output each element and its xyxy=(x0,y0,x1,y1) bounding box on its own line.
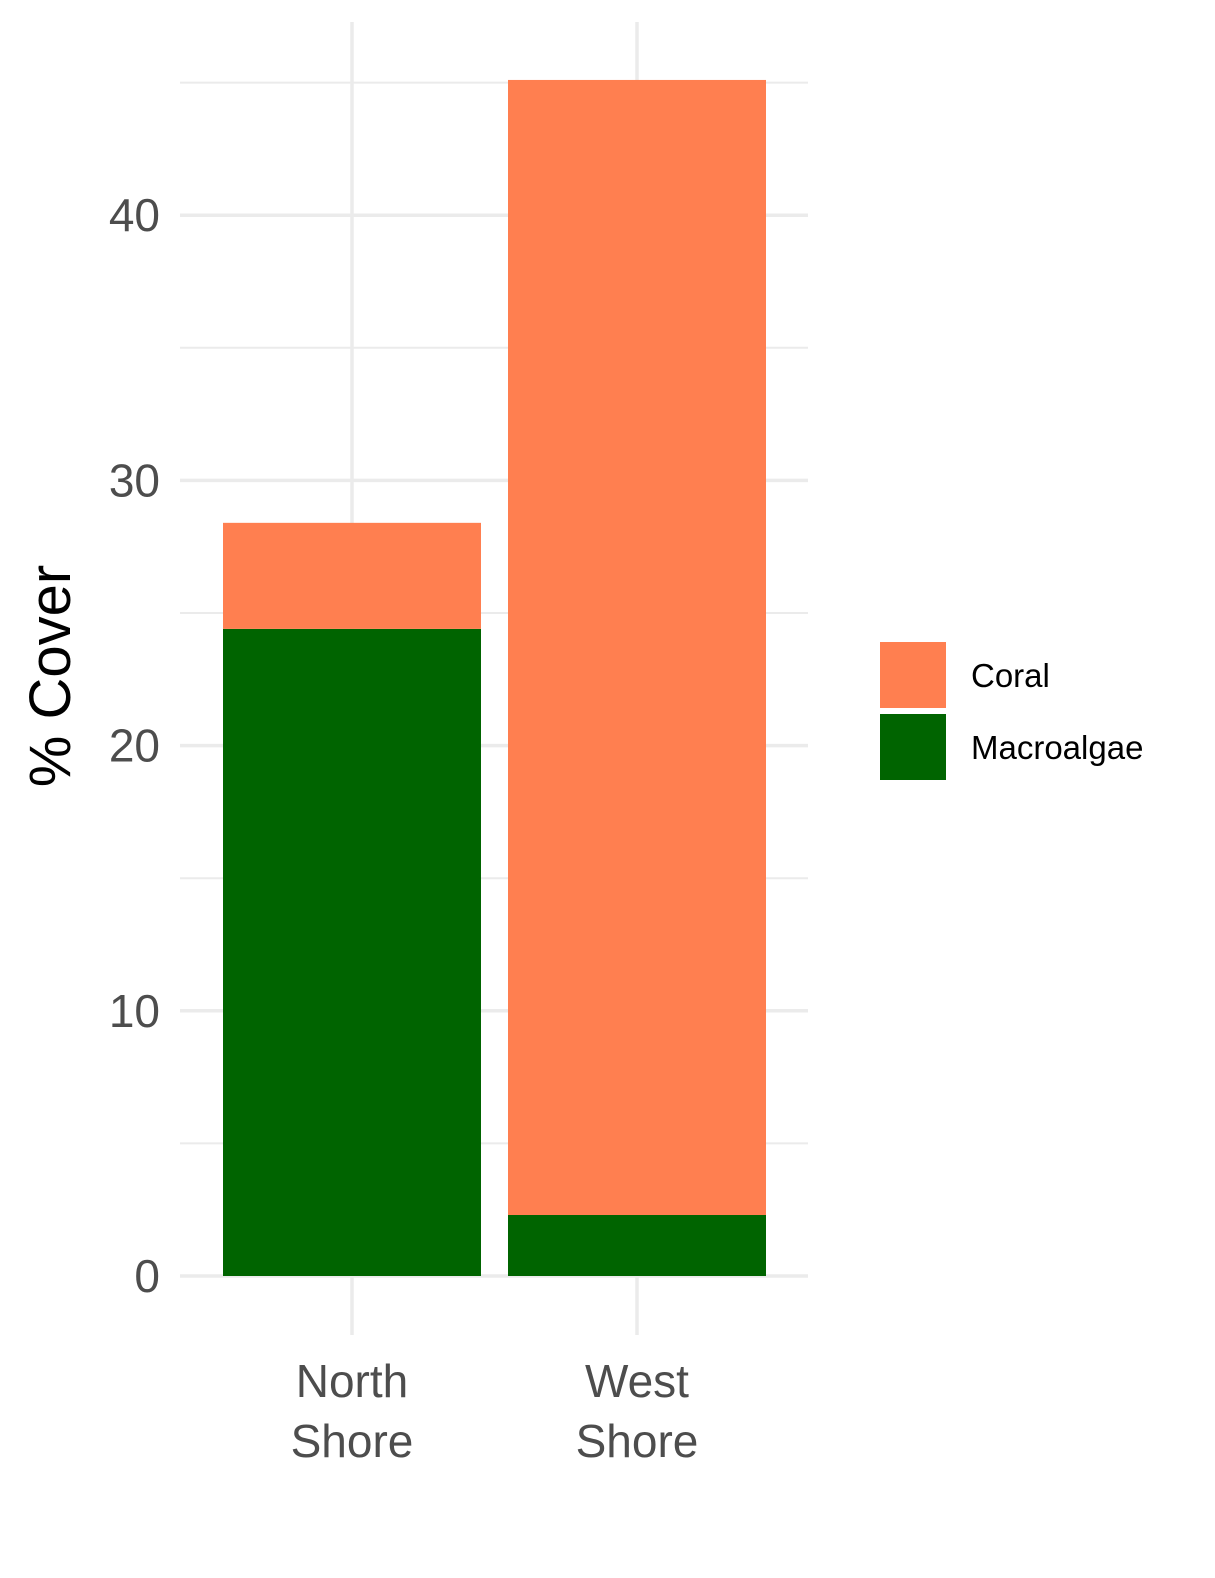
y-tick-label: 20 xyxy=(109,720,160,772)
bar-macroalgae-1 xyxy=(223,628,481,1276)
y-tick-label: 10 xyxy=(109,985,160,1037)
legend-label-coral: Coral xyxy=(971,657,1050,694)
bar-macroalgae-2 xyxy=(508,1215,766,1276)
x-axis-ticks: North Shore West Shore xyxy=(291,1355,699,1467)
legend: Coral Macroalgae xyxy=(880,642,1143,780)
legend-label-macroalgae: Macroalgae xyxy=(971,729,1143,766)
legend-key-coral xyxy=(880,642,946,708)
x-tick-label: West Shore xyxy=(576,1355,699,1467)
bar-coral-2 xyxy=(508,79,766,1216)
y-tick-label: 0 xyxy=(134,1250,160,1302)
y-axis-title: % Cover xyxy=(18,565,83,787)
y-tick-label: 40 xyxy=(109,189,160,241)
legend-key-macroalgae xyxy=(880,714,946,780)
y-axis-ticks: 0 10 20 30 40 xyxy=(109,189,160,1302)
x-tick-label: North Shore xyxy=(291,1355,414,1467)
y-tick-label: 30 xyxy=(109,454,160,506)
bar-coral-1 xyxy=(223,522,481,629)
bars xyxy=(223,79,766,1276)
